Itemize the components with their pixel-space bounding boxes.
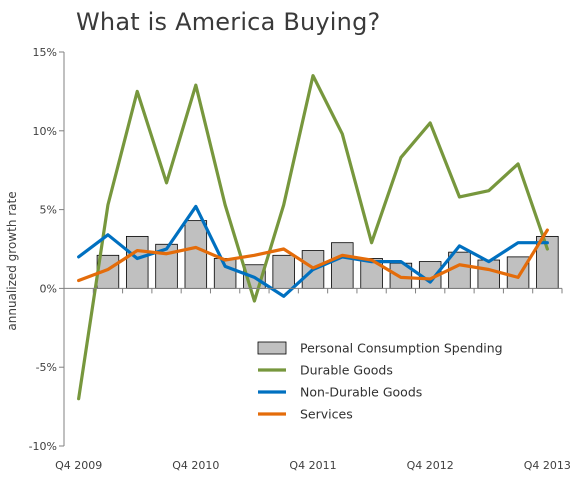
legend: Personal Consumption Spending Durable Goo… [257,341,503,422]
legend-label: Non-Durable Goods [300,385,422,400]
x-tick-label: Q4 2010 [172,459,219,472]
bar [272,254,295,289]
bar [125,235,149,289]
bar [506,256,530,289]
y-axis-title: annualized growth rate [5,191,19,330]
x-tick-label: Q4 2011 [289,459,336,472]
bars-layer [96,220,559,289]
bar [184,220,208,289]
y-tick-label: 0% [40,282,57,295]
x-tick-label: Q4 2009 [55,459,102,472]
legend-swatch [257,341,287,355]
lines-layer [77,74,549,401]
services-line [77,228,549,283]
chart-title: What is America Buying? [76,8,381,36]
y-tick-label: -5% [36,361,57,374]
legend-label: Services [300,407,353,422]
y-tick-label: -10% [29,440,57,453]
y-tick-label: 5% [40,204,57,217]
y-tick-label: 10% [33,125,57,138]
x-tick-label: Q4 2012 [407,459,454,472]
durable-goods-line [77,74,549,401]
bar [331,242,354,289]
x-tick-label: Q4 2013 [524,459,571,472]
bar [477,259,501,289]
legend-label: Durable Goods [300,363,393,378]
legend-label: Personal Consumption Spending [300,341,503,356]
axes-layer: -10% -5% 0% 5% 10% 15% Q4 2009 Q4 2010 Q4 2011 Q4… [5,46,571,472]
y-tick-label: 15% [33,46,57,59]
